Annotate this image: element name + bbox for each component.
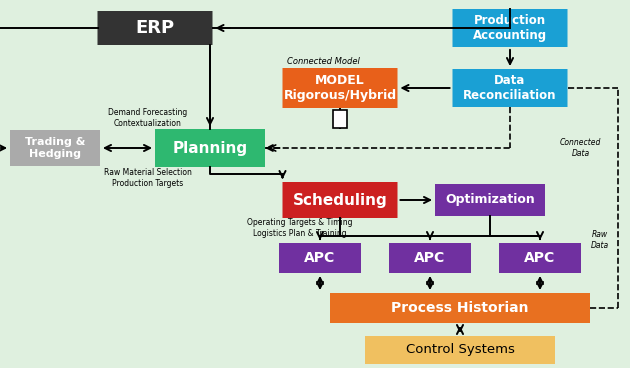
Text: Control Systems: Control Systems: [406, 343, 515, 357]
FancyBboxPatch shape: [10, 130, 100, 166]
Text: Raw Material Selection
Production Targets: Raw Material Selection Production Target…: [104, 168, 192, 188]
Text: Connected Model: Connected Model: [287, 57, 360, 67]
FancyBboxPatch shape: [279, 243, 361, 273]
Text: APC: APC: [304, 251, 336, 265]
FancyBboxPatch shape: [330, 293, 590, 323]
Text: MODEL
Rigorous/Hybrid: MODEL Rigorous/Hybrid: [284, 74, 396, 102]
FancyBboxPatch shape: [435, 184, 545, 216]
FancyBboxPatch shape: [98, 11, 212, 45]
FancyBboxPatch shape: [282, 182, 398, 218]
Text: Data
Reconciliation: Data Reconciliation: [463, 74, 557, 102]
FancyBboxPatch shape: [452, 69, 568, 107]
FancyBboxPatch shape: [389, 243, 471, 273]
Text: APC: APC: [524, 251, 556, 265]
Text: Optimization: Optimization: [445, 194, 535, 206]
Text: ERP: ERP: [135, 19, 175, 37]
Text: Demand Forecasting
Contextualization: Demand Forecasting Contextualization: [108, 108, 188, 128]
Text: Scheduling: Scheduling: [292, 192, 387, 208]
FancyBboxPatch shape: [499, 243, 581, 273]
Text: Raw
Data: Raw Data: [591, 230, 609, 250]
Text: Planning: Planning: [173, 141, 248, 156]
Text: Connected
Data: Connected Data: [560, 138, 602, 158]
Text: APC: APC: [415, 251, 445, 265]
Text: Operating Targets & Timing
Logistics Plan & Training: Operating Targets & Timing Logistics Pla…: [247, 218, 353, 238]
Text: Trading &
Hedging: Trading & Hedging: [25, 137, 85, 159]
Text: Production
Accounting: Production Accounting: [473, 14, 547, 42]
FancyBboxPatch shape: [155, 129, 265, 167]
FancyBboxPatch shape: [333, 110, 347, 127]
FancyBboxPatch shape: [452, 9, 568, 47]
Text: Process Historian: Process Historian: [391, 301, 529, 315]
FancyBboxPatch shape: [282, 68, 398, 108]
FancyBboxPatch shape: [365, 336, 555, 364]
